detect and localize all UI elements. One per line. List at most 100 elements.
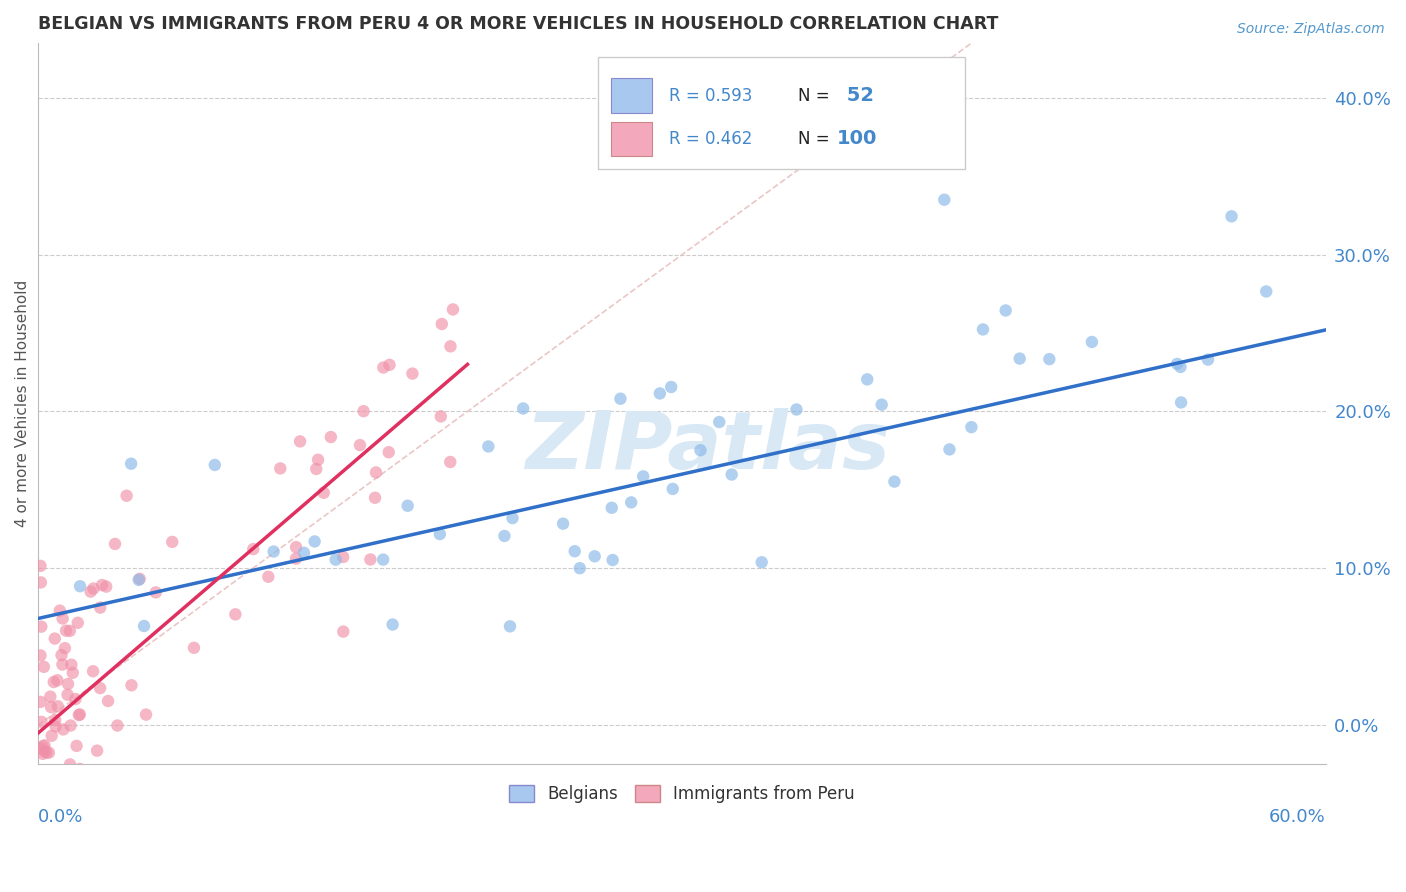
- Point: [52, 790, 75, 805]
- Point: [145, 585, 167, 599]
- Point: [1170, 359, 1192, 374]
- Point: [162, 535, 184, 549]
- Point: [349, 438, 371, 452]
- Point: [600, 500, 623, 515]
- Point: [325, 552, 347, 566]
- Point: [37, 766, 59, 780]
- Text: 60.0%: 60.0%: [1270, 807, 1326, 826]
- Point: [269, 461, 291, 475]
- Point: [55, 624, 77, 638]
- Point: [631, 469, 654, 483]
- Point: [1256, 285, 1278, 299]
- Point: [34, 812, 56, 826]
- Point: [430, 409, 453, 424]
- Point: [502, 511, 524, 525]
- Point: [97, 694, 120, 708]
- Point: [332, 549, 354, 564]
- Point: [44, 632, 66, 646]
- Point: [568, 561, 591, 575]
- FancyBboxPatch shape: [599, 57, 966, 169]
- Point: [661, 482, 683, 496]
- Point: [602, 553, 624, 567]
- Point: [1081, 334, 1104, 349]
- Point: [91, 578, 114, 592]
- Point: [288, 434, 311, 449]
- Point: [55, 830, 77, 844]
- Point: [30, 648, 52, 663]
- Point: [89, 681, 111, 695]
- Point: [69, 579, 91, 593]
- Point: [30, 695, 52, 709]
- Point: [49, 604, 72, 618]
- Point: [204, 458, 226, 472]
- Point: [162, 764, 184, 779]
- Point: [381, 617, 404, 632]
- Point: [30, 774, 52, 789]
- Point: [79, 584, 101, 599]
- Point: [104, 537, 127, 551]
- Point: [56, 677, 79, 691]
- Point: [620, 495, 643, 509]
- Point: [60, 788, 83, 802]
- Point: [53, 641, 76, 656]
- Point: [1220, 210, 1243, 224]
- Point: [319, 430, 342, 444]
- Point: [52, 611, 75, 625]
- Point: [1170, 395, 1192, 409]
- Point: [292, 546, 315, 560]
- Point: [353, 404, 375, 418]
- Point: [1008, 351, 1031, 366]
- Point: [39, 700, 62, 714]
- Point: [304, 534, 326, 549]
- Point: [30, 620, 52, 634]
- Text: BELGIAN VS IMMIGRANTS FROM PERU 4 OR MORE VEHICLES IN HOUSEHOLD CORRELATION CHAR: BELGIAN VS IMMIGRANTS FROM PERU 4 OR MOR…: [38, 15, 998, 33]
- Text: N =: N =: [799, 87, 835, 104]
- Point: [494, 529, 516, 543]
- Point: [224, 607, 246, 622]
- Point: [56, 688, 79, 702]
- Point: [35, 746, 58, 760]
- Point: [242, 542, 264, 557]
- Point: [62, 665, 84, 680]
- Point: [66, 615, 89, 630]
- Point: [30, 714, 52, 729]
- Point: [364, 466, 387, 480]
- Legend: Belgians, Immigrants from Peru: Belgians, Immigrants from Peru: [502, 779, 862, 810]
- Point: [648, 386, 671, 401]
- Point: [44, 713, 66, 727]
- Point: [31, 747, 53, 761]
- FancyBboxPatch shape: [612, 78, 652, 113]
- Point: [689, 443, 711, 458]
- Point: [709, 415, 731, 429]
- Point: [77, 804, 100, 818]
- Point: [51, 648, 73, 662]
- Point: [67, 708, 90, 723]
- Point: [1038, 352, 1060, 367]
- Point: [115, 489, 138, 503]
- Point: [785, 402, 807, 417]
- Point: [38, 746, 60, 760]
- Point: [373, 360, 395, 375]
- Point: [396, 499, 419, 513]
- Point: [59, 757, 82, 772]
- Point: [60, 657, 83, 672]
- Point: [132, 619, 155, 633]
- Point: [972, 322, 994, 336]
- Y-axis label: 4 or more Vehicles in Household: 4 or more Vehicles in Household: [15, 280, 30, 527]
- Point: [30, 741, 52, 756]
- Text: ZIPatlas: ZIPatlas: [526, 408, 890, 486]
- Point: [111, 781, 134, 796]
- Point: [263, 544, 285, 558]
- Point: [307, 452, 329, 467]
- Point: [89, 600, 111, 615]
- Point: [45, 719, 67, 733]
- Point: [439, 339, 461, 353]
- Point: [128, 573, 150, 587]
- Text: R = 0.593: R = 0.593: [669, 87, 752, 104]
- Point: [30, 558, 52, 573]
- Point: [285, 540, 308, 554]
- Point: [31, 739, 53, 754]
- Point: [312, 485, 335, 500]
- Text: R = 0.462: R = 0.462: [669, 130, 752, 148]
- Point: [994, 303, 1017, 318]
